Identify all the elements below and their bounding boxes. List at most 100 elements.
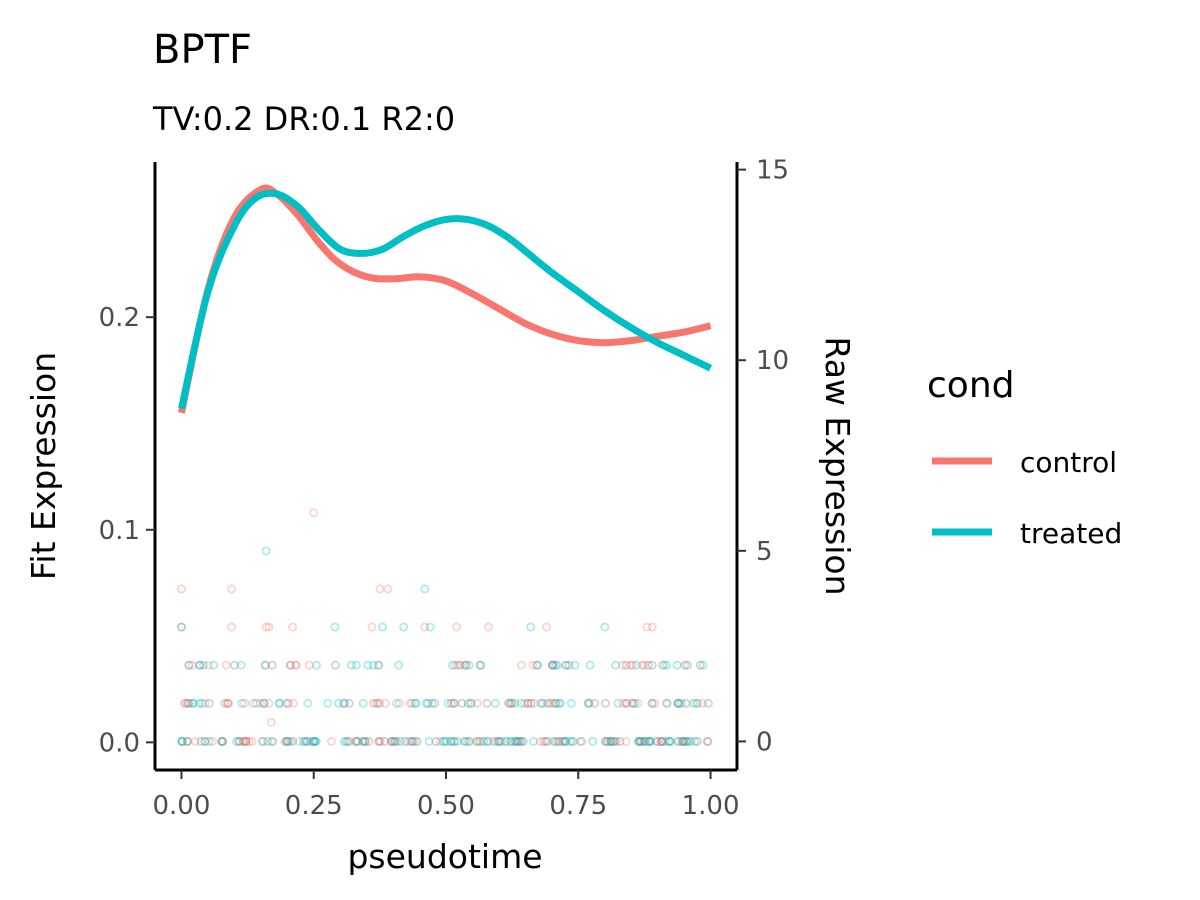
raw-point (194, 698, 204, 708)
x-tick-label: 0.75 (549, 791, 607, 821)
raw-point (450, 660, 460, 670)
raw-point (358, 698, 368, 708)
raw-point (216, 736, 226, 746)
x-tick-label: 0.25 (285, 791, 343, 821)
raw-point (548, 660, 558, 670)
raw-point (204, 698, 214, 708)
raw-point (310, 736, 320, 746)
raw-point (461, 736, 471, 746)
raw-point (176, 622, 186, 632)
raw-point (684, 736, 694, 746)
raw-point (259, 698, 269, 708)
raw-point (604, 736, 614, 746)
raw-point (557, 736, 567, 746)
raw-point (483, 622, 493, 632)
raw-point (497, 736, 507, 746)
raw-point (207, 736, 217, 746)
raw-point (395, 736, 405, 746)
raw-point (662, 698, 672, 708)
raw-point (494, 736, 504, 746)
raw-point (408, 736, 418, 746)
raw-point (264, 698, 274, 708)
raw-point (374, 660, 384, 670)
raw-point (374, 698, 384, 708)
raw-point (368, 660, 378, 670)
y2-tick-label: 0 (756, 727, 773, 757)
raw-point (547, 660, 557, 670)
raw-point (681, 736, 691, 746)
raw-point (339, 736, 349, 746)
raw-point (627, 698, 637, 708)
raw-point (528, 660, 538, 670)
fit-lines (178, 184, 713, 414)
raw-point (588, 736, 598, 746)
raw-point (476, 736, 486, 746)
legend-title: cond (927, 365, 1015, 406)
raw-point (662, 660, 672, 670)
raw-point (438, 736, 448, 746)
raw-point (703, 736, 713, 746)
raw-point (274, 698, 284, 708)
raw-point (559, 736, 569, 746)
raw-point (288, 736, 298, 746)
raw-point (267, 660, 277, 670)
raw-point (610, 736, 620, 746)
raw-point (464, 660, 474, 670)
raw-point (411, 736, 421, 746)
raw-point (463, 698, 473, 708)
raw-point (662, 698, 672, 708)
raw-point (220, 698, 230, 708)
raw-point (490, 736, 500, 746)
raw-point (564, 660, 574, 670)
raw-point (651, 736, 661, 746)
raw-point (554, 736, 564, 746)
legend-label-treated: treated (1020, 517, 1122, 550)
raw-point (435, 736, 445, 746)
raw-point (407, 698, 417, 708)
raw-point (644, 736, 654, 746)
raw-point (449, 736, 459, 746)
raw-point (282, 736, 292, 746)
raw-point (516, 660, 526, 670)
raw-point (659, 660, 669, 670)
raw-point (235, 736, 245, 746)
raw-point (351, 736, 361, 746)
x-ticks: 0.00 0.25 0.50 0.75 1.00 (153, 770, 739, 821)
raw-point (427, 698, 437, 708)
raw-point (583, 698, 593, 708)
raw-point (425, 622, 435, 632)
raw-point (511, 736, 521, 746)
raw-point (510, 698, 520, 708)
raw-point (647, 698, 657, 708)
raw-point (702, 736, 712, 746)
raw-point (535, 736, 545, 746)
raw-point (639, 660, 649, 670)
raw-point (176, 622, 186, 632)
raw-point (450, 736, 460, 746)
raw-point (664, 736, 674, 746)
raw-point (375, 736, 385, 746)
raw-point (281, 698, 291, 708)
raw-point (526, 622, 536, 632)
raw-point (494, 736, 504, 746)
raw-point (628, 660, 638, 670)
raw-point (584, 698, 594, 708)
raw-point (389, 736, 399, 746)
raw-point (204, 660, 214, 670)
raw-point (453, 660, 463, 670)
raw-point (650, 698, 660, 708)
raw-point (280, 736, 290, 746)
raw-point (646, 736, 656, 746)
raw-point (516, 698, 526, 708)
raw-point (570, 660, 580, 670)
raw-point (187, 698, 197, 708)
raw-point (482, 698, 492, 708)
raw-point (513, 736, 523, 746)
raw-point (455, 660, 465, 670)
raw-point (255, 698, 265, 708)
raw-point (590, 698, 600, 708)
raw-point (472, 698, 482, 708)
raw-point (294, 736, 304, 746)
raw-point (200, 736, 210, 746)
raw-point (209, 660, 219, 670)
